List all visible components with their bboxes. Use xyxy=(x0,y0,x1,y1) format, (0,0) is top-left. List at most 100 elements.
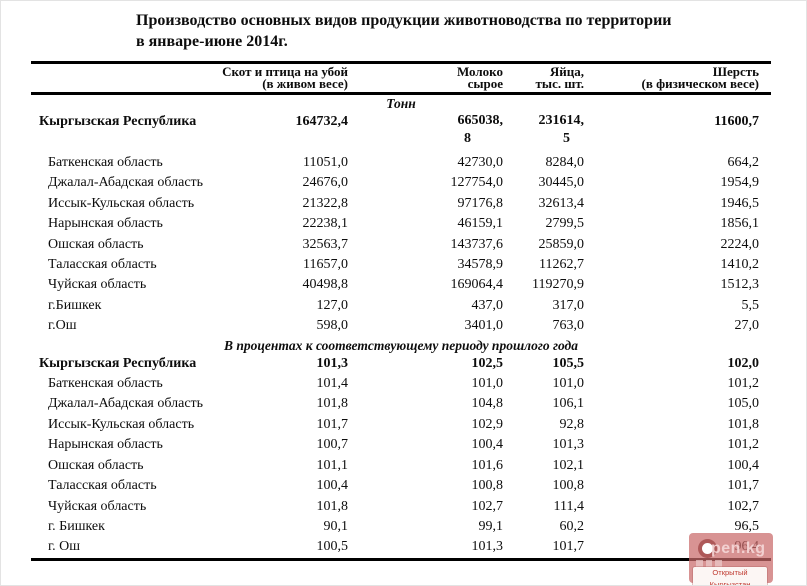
value-cell: 101,0 xyxy=(471,376,504,392)
table-row: Баткенская область 101,4 101,0 101,0 101,2 xyxy=(31,374,771,394)
value-cell: 60,2 xyxy=(559,518,585,534)
value-cell: 101,7 xyxy=(727,478,760,494)
value-cell: 102,9 xyxy=(471,416,504,432)
territory-label: Нарынская область xyxy=(48,216,163,232)
value-cell: 32563,7 xyxy=(302,236,349,252)
territory-label: Таласская область xyxy=(48,257,157,273)
table-row: Ошская область 101,1 101,6 102,1 100,4 xyxy=(31,456,771,476)
value-cell: 106,1 xyxy=(552,396,585,412)
territory-label: Таласская область xyxy=(48,478,157,494)
value-cell: 1410,2 xyxy=(720,257,760,273)
value-cell: 127754,0 xyxy=(450,175,504,191)
table-row: Кыргызская Республика 101,3 102,5 105,5 102,… xyxy=(31,354,771,374)
table-row: Ошская область 32563,7 143737,6 25859,0 2224… xyxy=(31,235,771,255)
value-cell: 22238,1 xyxy=(302,216,349,232)
value-cell: 102,0 xyxy=(727,355,760,371)
table-row: Иссык-Кульская область 101,7 102,9 92,8 101,… xyxy=(31,415,771,435)
value-cell: 101,2 xyxy=(727,376,760,392)
value-cell: 664,2 xyxy=(727,155,760,170)
value-cell: 665038, 8 xyxy=(457,113,504,146)
value-cell: 100,4 xyxy=(471,437,504,453)
value-cell: 102,1 xyxy=(552,457,585,473)
value-cell: 27,0 xyxy=(734,318,760,334)
territory-label: Иссык-Кульская область xyxy=(48,416,195,432)
title-line-1: Производство основных видов продукции жи… xyxy=(136,12,672,29)
value-cell: 101,3 xyxy=(316,355,349,371)
header-wool: Шерсть (в физическом весе) xyxy=(584,64,771,90)
value-cell: 46159,1 xyxy=(457,216,504,232)
value-cell: 100,8 xyxy=(552,478,585,494)
header-milk: Молоко сырое xyxy=(348,64,503,91)
watermark-brand: pen.kg xyxy=(711,540,766,557)
value-cell: 143737,6 xyxy=(450,236,504,252)
value-cell: 104,8 xyxy=(471,396,504,412)
territory-label: Ошская область xyxy=(48,236,144,252)
header-territory xyxy=(31,66,201,90)
value-cell: 317,0 xyxy=(552,297,585,313)
value-cell: 1954,9 xyxy=(720,175,760,191)
header-eggs: Яйца, тыс. шт. xyxy=(503,64,584,90)
value-cell: 102,7 xyxy=(727,498,760,514)
value-cell: 101,8 xyxy=(727,416,760,432)
value-cell: 11051,0 xyxy=(303,155,348,170)
column-title-line: Шерсть xyxy=(712,64,759,79)
value-cell: 164732,4 xyxy=(295,114,349,129)
value-cell: 763,0 xyxy=(552,318,585,334)
value-cell: 90,1 xyxy=(323,518,349,534)
table-row: Джалал-Абадская область 101,8 104,8 106,1 10… xyxy=(31,394,771,414)
value-cell: 101,7 xyxy=(552,539,585,555)
statistics-table: Скот и птица на убой (в живом весе) Моло… xyxy=(31,61,771,561)
territory-label: Чуйская область xyxy=(48,498,147,514)
value-cell: 100,5 xyxy=(316,539,349,555)
value-cell: 21322,8 xyxy=(302,195,349,211)
table-row: г. Бишкек 90,1 99,1 60,2 96,5 xyxy=(31,517,771,537)
value-cell: 119270,9 xyxy=(532,277,584,293)
value-cell: 169064,4 xyxy=(450,277,504,293)
value-cell: 231614, 5 xyxy=(538,113,585,146)
value-cell: 100,4 xyxy=(316,478,349,494)
column-title-line: сырое xyxy=(467,76,503,91)
value-cell: 11600,7 xyxy=(714,114,759,129)
header-livestock: Скот и птица на убой (в живом весе) xyxy=(201,64,348,91)
table-row: Нарынская область 22238,1 46159,1 2799,5 185… xyxy=(31,214,771,234)
value-cell: 1946,5 xyxy=(720,195,760,211)
value-cell: 5,5 xyxy=(741,297,760,313)
column-title-line: (в живом весе) xyxy=(262,76,348,91)
value-cell: 111,4 xyxy=(553,498,584,514)
value-cell: 99,1 xyxy=(478,518,504,534)
value-cell: 101,7 xyxy=(316,416,349,432)
value-cell: 1512,3 xyxy=(720,277,760,293)
value-cell: 105,5 xyxy=(552,355,585,371)
value-cell: 11262,7 xyxy=(539,257,584,273)
table-row: г.Бишкек 127,0 437,0 317,0 5,5 xyxy=(31,296,771,316)
value-cell: 24676,0 xyxy=(302,175,349,191)
value-cell: 40498,8 xyxy=(302,277,349,293)
column-title-line: Молоко xyxy=(456,64,503,79)
value-cell: 8284,0 xyxy=(545,155,585,170)
table-row: Кыргызская Республика 164732,4 665038, 8 231… xyxy=(31,112,771,148)
watermark-logo-icon xyxy=(698,539,717,558)
value-cell: 97176,8 xyxy=(457,195,504,211)
value-cell: 101,3 xyxy=(552,437,585,453)
value-cell: 96,5 xyxy=(734,518,760,534)
value-cell: 437,0 xyxy=(471,297,504,313)
section-percent-rows: Кыргызская Республика 101,3 102,5 105,5 102,… xyxy=(31,354,771,558)
table-row: Баткенская область 11051,0 42730,0 8284,0 66… xyxy=(31,153,771,173)
value-cell: 1856,1 xyxy=(720,216,760,232)
value-cell: 32613,4 xyxy=(538,195,585,211)
value-cell: 3401,0 xyxy=(464,318,504,334)
territory-label: Баткенская область xyxy=(48,376,163,392)
territory-label: Иссык-Кульская область xyxy=(48,195,195,211)
column-title-line: Скот и птица на убой xyxy=(222,64,348,79)
territory-label: г. Бишкек xyxy=(48,518,105,534)
territory-label: Баткенская область xyxy=(48,155,163,170)
column-title-line: Яйца, xyxy=(549,64,584,79)
value-cell: 92,8 xyxy=(559,416,585,432)
document-title: Производство основных видов продукции жи… xyxy=(136,10,806,52)
value-cell: 100,4 xyxy=(727,457,760,473)
section-tonnes-rows: Кыргызская Республика 164732,4 665038, 8 231… xyxy=(31,112,771,337)
value-cell: 2224,0 xyxy=(720,236,760,252)
value-cell: 11657,0 xyxy=(303,257,348,273)
territory-label: Нарынская область xyxy=(48,437,163,453)
